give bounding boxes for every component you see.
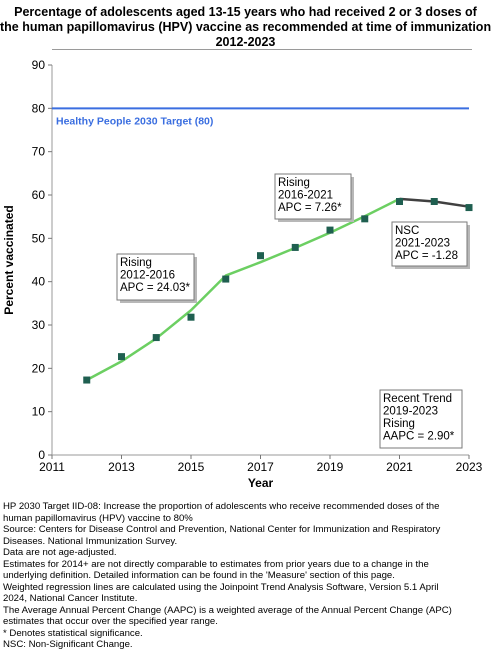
y-tick-label: 90 bbox=[32, 58, 46, 72]
annotation-box bbox=[379, 389, 463, 449]
data-point bbox=[291, 243, 299, 251]
data-point bbox=[361, 215, 369, 223]
y-tick-label: 60 bbox=[32, 188, 46, 202]
x-tick-label: 2023 bbox=[456, 460, 483, 474]
note-line: Diseases. National Immunization Survey. bbox=[3, 535, 178, 547]
y-tick-label: 30 bbox=[32, 318, 46, 332]
annotation-text: AAPC = 2.90* bbox=[383, 431, 455, 443]
y-tick-label: 80 bbox=[32, 101, 46, 115]
data-point bbox=[465, 204, 473, 212]
x-tick-label: 2013 bbox=[108, 460, 135, 474]
chart-title-line-2: the human papillomavirus (HPV) vaccine a… bbox=[0, 20, 491, 34]
y-tick-label: 50 bbox=[32, 231, 46, 245]
x-tick-label: 2017 bbox=[247, 460, 274, 474]
chart-title-line-3: 2012-2023 bbox=[215, 35, 276, 49]
annotation-text: Recent Trend bbox=[383, 393, 452, 405]
annotation-text: APC = -1.28 bbox=[395, 250, 458, 262]
rising-trend-line bbox=[86, 197, 401, 382]
note-line: 2024, National Cancer Institute. bbox=[3, 593, 138, 604]
x-tick-label: 2021 bbox=[386, 460, 413, 474]
y-tick-label: 0 bbox=[38, 448, 45, 462]
annotation-text: 2016-2021 bbox=[278, 190, 333, 202]
x-tick-label: 2015 bbox=[178, 460, 205, 474]
data-point bbox=[326, 226, 334, 234]
note-line: human papillomavirus (HPV) vaccine to 80… bbox=[3, 512, 193, 524]
target-label: Healthy People 2030 Target (80) bbox=[56, 115, 213, 127]
annotation-text: APC = 7.26* bbox=[278, 202, 342, 214]
x-axis-title: Year bbox=[248, 476, 274, 490]
annotation-text: NSC bbox=[395, 225, 419, 237]
y-tick-label: 40 bbox=[32, 275, 46, 289]
note-line: underlying definition. Detailed informat… bbox=[3, 570, 395, 581]
y-axis-title: Percent vaccinated bbox=[2, 205, 16, 314]
data-point bbox=[222, 275, 230, 283]
annotation-box bbox=[274, 173, 352, 220]
chart-title-line-1: Percentage of adolescents aged 13-15 yea… bbox=[14, 5, 477, 19]
data-point bbox=[430, 198, 438, 205]
data-point bbox=[83, 376, 91, 384]
annotation-text: Rising bbox=[278, 177, 310, 189]
y-tick-label: 20 bbox=[32, 361, 46, 375]
x-tick-label: 2019 bbox=[317, 460, 344, 474]
data-point bbox=[396, 198, 403, 205]
note-line: Estimates for 2014+ are not directly com… bbox=[3, 558, 429, 570]
note-line: Source: Centers for Disease Control and … bbox=[3, 524, 441, 535]
y-tick-label: 70 bbox=[32, 145, 46, 159]
annotation-text: 2012-2016 bbox=[120, 270, 175, 282]
line-chart: 0 10 20 30 40 50 60 70 80 90 2011 2013 2015 2017 2019 2… bbox=[2, 58, 483, 490]
note-line: Data are not age-adjusted. bbox=[3, 547, 117, 558]
annotation-box bbox=[116, 253, 195, 301]
note-line: The Average Annual Percent Change (AAPC)… bbox=[3, 604, 452, 616]
annotation-box bbox=[391, 221, 468, 267]
annotation-text: Rising bbox=[383, 418, 415, 430]
note-line: Weighted regression lines are calculated… bbox=[3, 581, 439, 593]
note-line: NSC: Non-Significant Change. bbox=[3, 639, 133, 650]
annotation-text: APC = 24.03* bbox=[120, 282, 191, 294]
data-point bbox=[257, 252, 264, 260]
annotation-text: 2021-2023 bbox=[395, 238, 450, 250]
note-line: HP 2030 Target IID-08: Increase the prop… bbox=[3, 501, 440, 512]
x-tick-label: 2011 bbox=[39, 460, 65, 474]
data-point bbox=[152, 334, 160, 342]
note-line: estimates that occur over the specified … bbox=[3, 616, 218, 627]
chart-notes: HP 2030 Target IID-08: Increase the prop… bbox=[3, 501, 489, 651]
annotation-text: Rising bbox=[120, 257, 152, 269]
chart-title: Percentage of adolescents aged 13-15 yea… bbox=[0, 5, 491, 50]
data-point bbox=[187, 313, 195, 321]
y-tick-label: 10 bbox=[32, 405, 46, 419]
title-divider bbox=[52, 49, 472, 50]
data-point bbox=[118, 353, 125, 361]
annotation-text: 2019-2023 bbox=[383, 406, 438, 418]
note-line: * Denotes statistical significance. bbox=[3, 627, 143, 639]
